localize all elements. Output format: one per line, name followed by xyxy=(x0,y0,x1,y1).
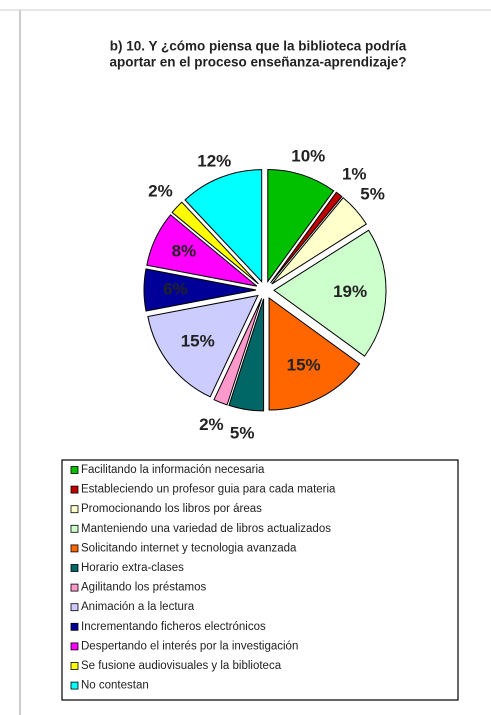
legend-swatch xyxy=(70,564,79,572)
legend-box xyxy=(61,459,459,701)
legend-swatch xyxy=(70,622,79,631)
legend-swatch xyxy=(70,505,79,514)
legend-label: Despertando el interés por la investigac… xyxy=(81,640,298,652)
legend-swatch xyxy=(70,642,79,651)
legend-label: Promocionando los libros por áreas xyxy=(81,503,262,515)
legend-swatch xyxy=(70,485,79,494)
value-label: 10% xyxy=(291,146,325,165)
value-label: 2% xyxy=(148,181,173,200)
legend-label: Se fusione audiovisuales y la biblioteca xyxy=(81,660,282,672)
value-label: 6% xyxy=(163,279,188,298)
legend-label: Agilitando los préstamos xyxy=(81,582,207,594)
value-label: 2% xyxy=(199,415,224,434)
chart-title: b) 10. Y ¿cómo piensa que la biblioteca … xyxy=(110,39,407,54)
legend-label: Estableciendo un profesor guia para cada… xyxy=(81,484,336,496)
chart-title: aportar en el proceso enseñanza-aprendiz… xyxy=(109,55,406,70)
value-label: 5% xyxy=(230,423,255,442)
value-label: 1% xyxy=(342,164,367,183)
value-label: 19% xyxy=(333,282,367,301)
pie-slice xyxy=(147,294,259,398)
legend-label: Animación a la lectura xyxy=(81,601,195,613)
legend-swatch xyxy=(70,544,79,553)
pie-slice xyxy=(273,229,387,357)
pie-slice xyxy=(271,197,368,285)
value-label: 8% xyxy=(172,241,197,260)
pie-slice xyxy=(146,214,258,287)
pie-slice xyxy=(171,201,259,285)
legend-label: Solicitando internet y tecnologia avanza… xyxy=(81,542,297,554)
pie-slice xyxy=(270,191,343,284)
legend-swatch xyxy=(70,466,79,474)
pie-slice xyxy=(184,169,263,283)
pie-slice xyxy=(268,297,361,411)
legend-label: Incrementando ficheros electrónicos xyxy=(81,621,266,633)
legend-label: Horario extra-clases xyxy=(81,562,184,574)
legend-swatch xyxy=(70,603,79,612)
value-label: 15% xyxy=(181,332,215,351)
legend-swatch xyxy=(70,524,79,533)
value-label: 12% xyxy=(197,151,231,170)
pie-slice xyxy=(143,268,257,312)
legend-swatch xyxy=(70,681,79,690)
pie-slice xyxy=(213,298,263,406)
value-label: 15% xyxy=(287,355,321,374)
value-label: 5% xyxy=(360,185,385,204)
legend-label: Manteniendo una variedad de libros actua… xyxy=(81,523,331,535)
legend-swatch xyxy=(70,662,79,670)
pie-slice xyxy=(228,298,265,412)
pie-slice xyxy=(267,168,335,283)
legend-label: No contestan xyxy=(81,680,149,692)
legend-label: Facilitando la información necesaria xyxy=(81,464,265,476)
legend-swatch xyxy=(70,583,79,592)
